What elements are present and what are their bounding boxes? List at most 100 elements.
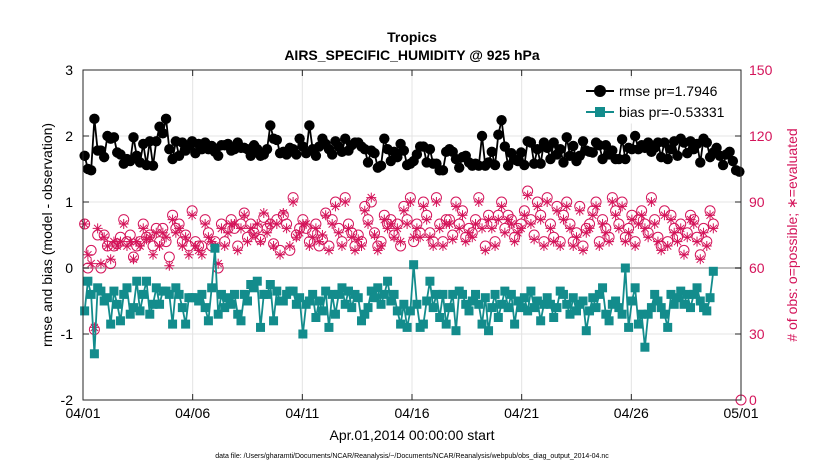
rmse-point: [525, 137, 537, 148]
obs-evaluated-point: [154, 241, 165, 251]
obs-evaluated-point: [294, 227, 305, 238]
obs-evaluated-point: [594, 241, 605, 251]
bias-point: [389, 289, 399, 299]
bias-point: [562, 299, 572, 309]
obs-evaluated-point: [522, 190, 533, 201]
bias-point: [572, 306, 581, 316]
obs-evaluated-point: [591, 201, 602, 212]
obs-evaluated-point: [310, 223, 321, 234]
obs-evaluated-point: [490, 241, 501, 251]
obs-evaluated-point: [118, 219, 129, 229]
obs-evaluated-point: [610, 210, 621, 221]
bias-point: [702, 306, 712, 316]
bias-point: [457, 289, 467, 299]
bias-point: [125, 309, 135, 319]
obs-evaluated-point: [418, 201, 429, 212]
bias-point: [145, 309, 155, 319]
bias-point: [321, 286, 331, 296]
rmse-point: [476, 130, 488, 142]
bias-point: [686, 303, 696, 313]
obs-evaluated-point: [532, 201, 543, 212]
obs-evaluated-point: [336, 241, 347, 251]
bias-point: [291, 299, 301, 309]
bias-point: [461, 299, 471, 309]
bias-point: [630, 283, 640, 293]
rmse-point: [437, 165, 449, 176]
rmse-point: [727, 155, 739, 167]
obs-evaluated-point: [307, 232, 318, 243]
obs-evaluated-point: [574, 205, 585, 216]
obs-evaluated-point: [665, 214, 676, 225]
bias-point: [171, 283, 181, 293]
rmse-point: [555, 144, 566, 155]
bias-point: [135, 306, 145, 316]
bias-point: [243, 296, 252, 306]
bias-point: [399, 299, 409, 309]
obs-evaluated-point: [421, 214, 432, 225]
obs-evaluated-point: [359, 205, 370, 216]
obs-evaluated-point: [646, 197, 657, 207]
obs-evaluated-point: [450, 201, 461, 212]
bias-point: [288, 286, 298, 296]
obs-evaluated-point: [180, 232, 191, 243]
legend-bias-label: bias pr=-0.53331: [619, 104, 725, 120]
bias-point: [210, 243, 220, 253]
rmse-point: [701, 137, 712, 148]
bias-point: [249, 283, 259, 293]
obs-evaluated-point: [708, 223, 719, 234]
bias-point: [155, 299, 165, 309]
rmse-point: [294, 133, 305, 144]
obs-evaluated-point: [278, 208, 289, 218]
obs-evaluated-point: [454, 223, 465, 234]
rmse-point: [568, 140, 579, 152]
bias-point: [203, 316, 213, 326]
obs-evaluated-point: [314, 236, 325, 247]
bias-point: [295, 293, 305, 303]
rmse-series: [79, 113, 745, 177]
bias-point: [256, 322, 266, 332]
rmse-point: [548, 137, 559, 148]
bias-point: [223, 293, 233, 303]
obs-evaluated-point: [112, 241, 123, 251]
obs-evaluated-point: [121, 241, 132, 251]
obs-evaluated-point: [467, 232, 478, 243]
bias-point: [558, 289, 568, 299]
rmse-point: [558, 157, 569, 168]
bias-point: [656, 303, 666, 313]
bias-point: [676, 286, 686, 296]
obs-evaluated-point: [216, 223, 227, 234]
bias-point: [643, 309, 653, 319]
obs-evaluated-point: [148, 249, 159, 260]
obs-evaluated-point: [167, 214, 178, 225]
obs-evaluated-point: [558, 214, 569, 225]
x-tick-label: 04/16: [394, 405, 429, 421]
obs-evaluated-point: [255, 236, 266, 247]
obs-evaluated-point: [538, 241, 549, 251]
obs-evaluated-point: [229, 219, 240, 229]
bias-point: [614, 303, 624, 313]
obs-evaluated-point: [239, 210, 250, 221]
bias-point: [343, 286, 353, 296]
obs-evaluated-point: [623, 227, 634, 238]
obs-evaluated-point: [327, 219, 338, 229]
obs-evaluated-point: [379, 214, 390, 225]
x-tick-label: 04/06: [175, 405, 210, 421]
obs-evaluated-point: [672, 236, 683, 247]
bias-point: [83, 276, 93, 286]
obs-evaluated-point: [516, 223, 527, 234]
obs-evaluated-point: [477, 223, 488, 234]
bias-point: [89, 349, 99, 359]
rmse-point: [607, 145, 618, 156]
obs-evaluated-point: [284, 241, 295, 251]
rmse-point: [717, 159, 729, 171]
bias-point: [138, 289, 148, 299]
obs-evaluated-point: [431, 197, 442, 207]
obs-evaluated-point: [144, 232, 155, 243]
obs-evaluated-point: [398, 205, 409, 216]
rmse-point: [489, 159, 501, 171]
rmse-point: [724, 146, 735, 158]
rmse-point: [629, 130, 641, 142]
bias-point: [431, 289, 441, 299]
obs-evaluated-point: [428, 241, 439, 251]
obs-evaluated-point: [607, 197, 618, 207]
